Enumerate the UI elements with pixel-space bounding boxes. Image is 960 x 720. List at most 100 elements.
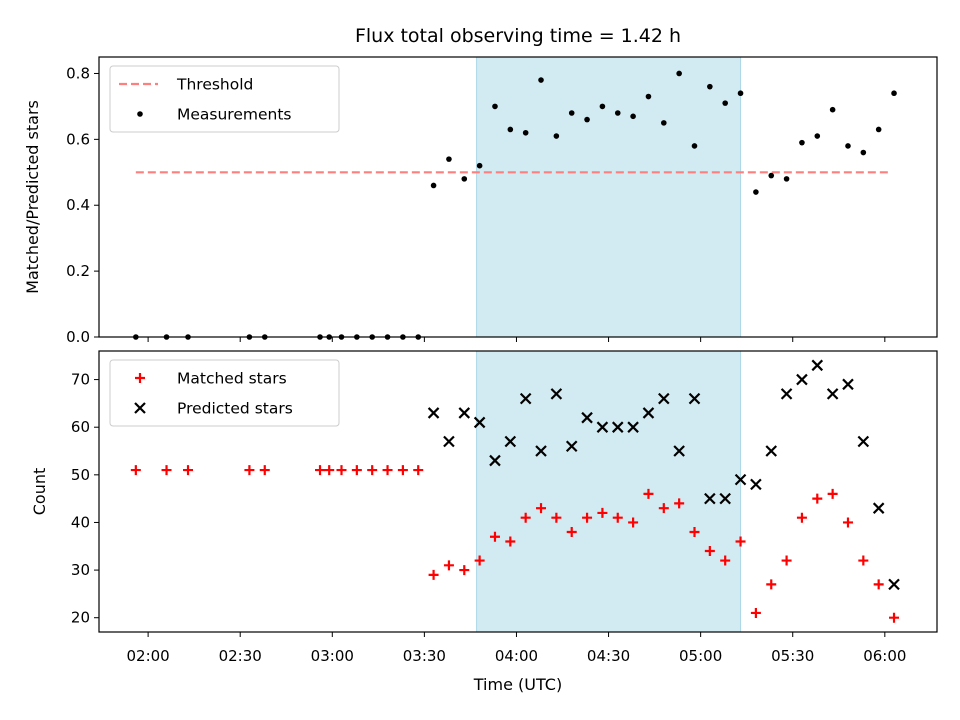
- data-point: [780, 388, 793, 400]
- chart-title: Flux total observing time = 1.42 h: [355, 25, 681, 47]
- data-point: [459, 565, 470, 576]
- data-point: [722, 100, 728, 106]
- data-point: [891, 90, 897, 97]
- data-point: [259, 465, 270, 476]
- legend-label: Threshold: [176, 76, 253, 94]
- data-point: [324, 465, 335, 476]
- x-tick-label: 05:00: [679, 647, 722, 665]
- y-axis-label: Count: [30, 468, 49, 516]
- x-tick-label: 02:30: [219, 647, 262, 665]
- data-point: [783, 176, 790, 182]
- axes-frame: [98, 56, 938, 338]
- data-point: [430, 182, 437, 189]
- legend-label: Matched stars: [177, 370, 287, 388]
- legend-swatch: [134, 402, 146, 414]
- data-point: [643, 488, 654, 499]
- data-point: [611, 421, 624, 433]
- data-point: [505, 536, 516, 547]
- data-point: [489, 454, 501, 467]
- data-point: [888, 578, 900, 591]
- data-point: [161, 465, 172, 476]
- data-point: [474, 555, 485, 566]
- data-point: [244, 465, 255, 476]
- data-point: [581, 411, 593, 424]
- data-point: [673, 445, 685, 457]
- data-point: [858, 555, 869, 566]
- data-point: [566, 526, 577, 537]
- data-point: [382, 465, 393, 476]
- data-point: [676, 70, 682, 77]
- data-point: [397, 465, 408, 476]
- data-point: [814, 133, 821, 139]
- data-point: [476, 162, 483, 169]
- legend-label: Measurements: [177, 106, 292, 124]
- data-point: [688, 392, 701, 405]
- legend-swatch: [135, 373, 145, 383]
- data-point: [565, 440, 578, 453]
- data-point: [536, 503, 547, 514]
- data-point: [842, 517, 853, 528]
- data-point: [796, 373, 808, 386]
- data-point: [753, 189, 759, 195]
- data-point: [661, 120, 667, 126]
- data-point: [520, 512, 531, 523]
- data-point: [551, 512, 562, 523]
- data-point: [689, 526, 700, 537]
- data-point: [443, 435, 455, 448]
- count-panel: 20 30 40 50 60 70 02:00 02:30 03:00 03:30 04:00 04:…: [30, 350, 938, 665]
- data-point: [674, 498, 685, 509]
- data-point: [599, 103, 606, 110]
- x-tick-label: 04:00: [495, 647, 538, 665]
- data-point: [734, 473, 747, 486]
- y-tick-label: 40: [71, 513, 90, 531]
- data-point: [645, 93, 652, 100]
- data-point: [704, 492, 716, 505]
- y-tick-label: 0.0: [66, 328, 90, 346]
- legend: Threshold Measurements: [109, 65, 340, 133]
- data-point: [750, 478, 762, 491]
- data-point: [413, 465, 424, 476]
- x-tick-label: 03:30: [403, 647, 446, 665]
- data-point: [658, 503, 669, 514]
- y-tick-label: 0.2: [66, 262, 90, 280]
- data-point: [130, 465, 141, 476]
- data-point: [845, 143, 851, 149]
- data-point: [873, 579, 884, 590]
- data-point: [630, 113, 636, 120]
- data-point: [735, 536, 746, 547]
- data-point: [875, 126, 882, 133]
- legend-box: [109, 359, 340, 427]
- data-point: [427, 407, 440, 419]
- y-axis-label: Matched/Predicted stars: [23, 100, 42, 294]
- legend-swatch: [137, 111, 143, 117]
- y-tick-label: 60: [71, 418, 90, 436]
- data-point: [538, 77, 544, 83]
- data-point: [367, 465, 378, 476]
- y-tick-label: 0.8: [66, 64, 90, 82]
- data-point: [627, 421, 639, 433]
- data-point: [768, 172, 775, 179]
- data-point: [889, 612, 900, 623]
- data-point: [535, 445, 547, 457]
- data-point: [458, 407, 471, 419]
- y-tick-label: 70: [71, 371, 90, 389]
- legend-label: Predicted stars: [177, 400, 293, 418]
- data-point: [826, 388, 839, 400]
- data-point: [812, 493, 823, 504]
- x-tick-label: 06:00: [863, 647, 906, 665]
- data-point: [568, 110, 575, 116]
- x-tick-label: 02:00: [126, 647, 169, 665]
- data-point: [750, 607, 761, 618]
- data-point: [443, 560, 454, 571]
- x-tick-label: 04:30: [587, 647, 630, 665]
- axes-frame: [98, 350, 938, 633]
- data-point: [596, 421, 609, 433]
- data-point: [796, 512, 807, 523]
- data-point: [811, 359, 824, 372]
- y-tick-label: 0.4: [66, 196, 90, 214]
- data-point: [492, 103, 498, 110]
- data-point: [614, 110, 621, 116]
- legend-box: [109, 65, 340, 133]
- data-point: [799, 139, 805, 146]
